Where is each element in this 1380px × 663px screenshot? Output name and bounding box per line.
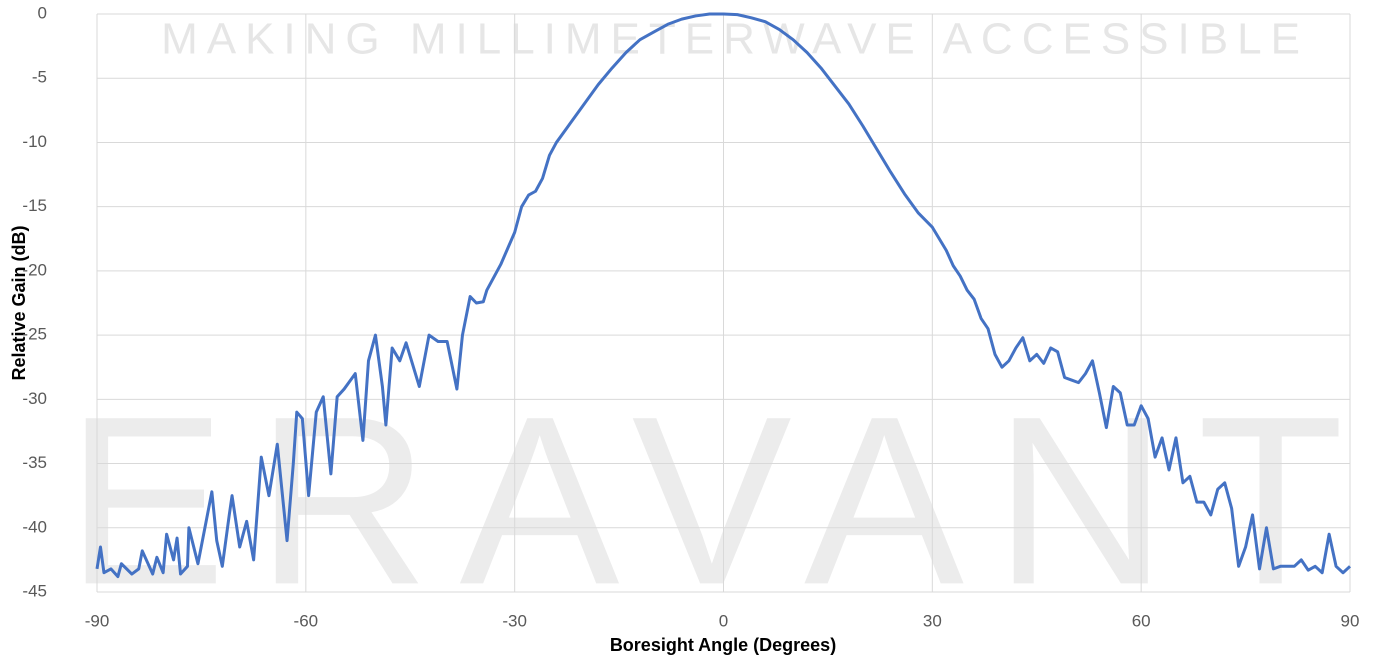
y-tick-label: -10 xyxy=(22,132,47,151)
y-tick-label: 0 xyxy=(38,3,47,22)
y-tick-label: -5 xyxy=(32,68,47,87)
x-axis-title: Boresight Angle (Degrees) xyxy=(610,635,836,655)
x-tick-label: -60 xyxy=(294,611,319,630)
y-tick-label: -30 xyxy=(22,389,47,408)
y-axis-title: Relative Gain (dB) xyxy=(9,225,29,380)
watermark: ERAVANT xyxy=(66,366,1374,634)
y-tick-label: -20 xyxy=(22,260,47,279)
x-tick-label: 90 xyxy=(1341,611,1360,630)
x-tick-label: 0 xyxy=(719,611,728,630)
line-series xyxy=(95,12,1352,579)
x-tick-label: -90 xyxy=(85,611,110,630)
watermark: MAKING MILLIMETERWAVE ACCESSIBLE xyxy=(161,15,1309,64)
x-tick-label: -30 xyxy=(502,611,527,630)
y-tick-label: -35 xyxy=(22,453,47,472)
x-tick-label: 60 xyxy=(1132,611,1151,630)
y-tick-label: -45 xyxy=(22,581,47,600)
y-tick-label: -40 xyxy=(22,517,47,536)
y-tick-label: -15 xyxy=(22,196,47,215)
x-tick-label: 30 xyxy=(923,611,942,630)
y-tick-label: -25 xyxy=(22,325,47,344)
